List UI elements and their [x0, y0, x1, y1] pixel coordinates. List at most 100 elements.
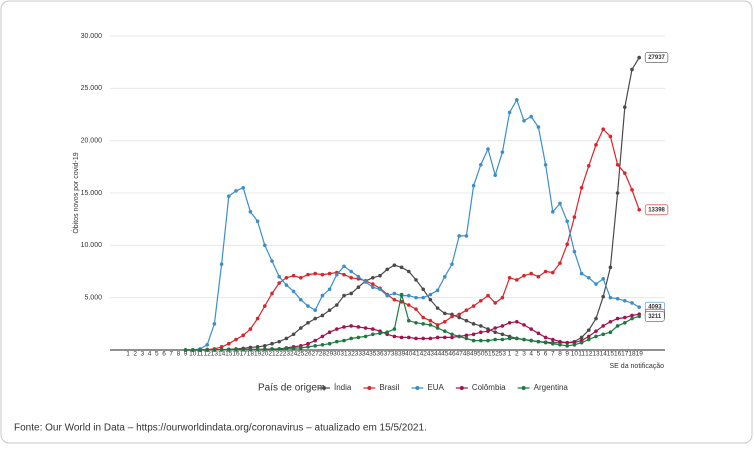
point [291, 346, 296, 350]
point [551, 337, 555, 342]
point [342, 338, 346, 343]
point [299, 297, 303, 302]
x-tick-label: 18 [247, 351, 255, 358]
point [630, 313, 634, 318]
point [248, 210, 253, 214]
point [349, 269, 354, 274]
point [263, 304, 267, 308]
point [371, 327, 375, 331]
point [263, 344, 267, 348]
point [587, 337, 591, 342]
point [385, 330, 390, 335]
point [342, 325, 346, 329]
point [342, 264, 346, 269]
point [515, 319, 519, 324]
point [291, 289, 296, 294]
legend-symbol [322, 386, 326, 390]
point [443, 319, 447, 324]
point [623, 171, 627, 175]
point [457, 234, 462, 238]
point [306, 272, 310, 277]
point [248, 347, 253, 352]
x-tick-label: 12 [585, 351, 593, 358]
point [471, 338, 476, 343]
point [313, 308, 318, 313]
point [522, 273, 526, 278]
point [601, 294, 605, 299]
x-tick-label: 2 [515, 351, 519, 358]
x-tick-label: 12 [204, 351, 212, 358]
point [443, 335, 447, 340]
point [284, 275, 289, 280]
point [435, 288, 440, 293]
point [464, 318, 469, 323]
point [471, 322, 476, 326]
point [594, 316, 598, 321]
point [407, 318, 411, 323]
point [205, 348, 209, 352]
point [630, 67, 634, 72]
end-label: 27937 [648, 55, 665, 61]
point [558, 261, 562, 265]
x-tick-label: 45 [441, 351, 449, 358]
x-tick-label: 14 [218, 351, 226, 358]
x-tick-label: 53 [499, 351, 507, 358]
point [608, 330, 613, 335]
x-tick-label: 31 [340, 351, 348, 358]
point [543, 269, 548, 274]
point [615, 191, 620, 195]
point [630, 316, 634, 321]
point [435, 323, 440, 327]
point [277, 339, 282, 344]
point [241, 333, 245, 338]
point [327, 287, 332, 292]
point [392, 327, 397, 331]
x-tick-label: 21 [268, 351, 276, 358]
legend-symbol [415, 386, 420, 390]
point [608, 319, 613, 324]
x-tick-label: 16 [614, 351, 622, 358]
point [234, 337, 238, 342]
legend-label: Argentina [534, 383, 569, 392]
point [219, 262, 224, 266]
point [500, 295, 505, 300]
end-label: 4093 [648, 305, 662, 311]
point [435, 335, 440, 340]
x-tick-label: 50 [477, 351, 485, 358]
point [342, 272, 346, 277]
point [450, 314, 454, 319]
point [428, 336, 433, 341]
series-line [185, 128, 640, 351]
x-tick-label: 33 [355, 351, 363, 358]
point [227, 194, 231, 198]
x-tick-label: 3 [522, 351, 526, 358]
point [234, 347, 238, 352]
point [349, 336, 354, 341]
point [615, 296, 620, 301]
point [407, 269, 411, 274]
point [493, 173, 498, 178]
point [284, 346, 289, 351]
x-tick-label: 28 [319, 351, 327, 358]
point [414, 295, 418, 300]
legend-label: Índia [334, 383, 352, 392]
x-tick-label: 3 [141, 351, 145, 358]
point [493, 301, 498, 305]
legend-symbol [367, 386, 372, 390]
point [320, 334, 325, 339]
x-tick-label: 11 [197, 351, 204, 358]
point [212, 348, 217, 352]
point [500, 337, 505, 342]
point [378, 287, 382, 292]
point [630, 301, 634, 305]
series-line [185, 294, 640, 351]
point [234, 189, 238, 193]
x-tick-label: 35 [369, 351, 377, 358]
point [565, 340, 569, 345]
series-line [185, 98, 640, 351]
point [536, 125, 541, 129]
point [594, 329, 598, 333]
point [536, 274, 541, 279]
y-axis-title: Óbitos novos por covid-19 [71, 152, 80, 233]
point [270, 347, 274, 351]
